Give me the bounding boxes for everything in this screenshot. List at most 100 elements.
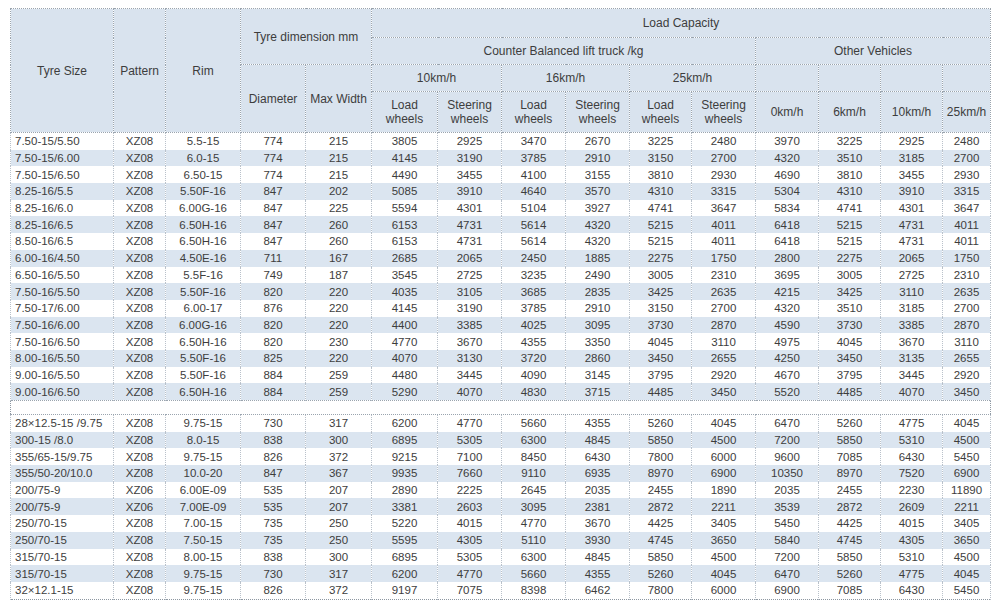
table-row: 8.25-16/6.0XZ086.00G-1684722555944301510… [11,200,991,217]
cell-tyre-size: 8.00-16/5.50 [11,350,114,367]
cell-tyre-size: 7.50-15/6.50 [11,166,114,183]
cell-load-wheels-10: 5595 [372,532,438,549]
cell-other-0kmh: 4320 [756,300,819,317]
cell-other-25kmh: 4011 [943,216,991,233]
cell-max-width: 259 [306,367,372,384]
cell-pattern: XZ06 [114,482,166,499]
cell-max-width: 372 [306,582,372,599]
cell-load-wheels-10: 5220 [372,515,438,532]
cell-load-wheels-25: 3730 [630,317,692,334]
cell-load-wheels-16: 5110 [502,532,566,549]
cell-steering-wheels-25: 4045 [692,565,756,582]
cell-other-10kmh: 4070 [881,383,943,400]
cell-other-6kmh: 4741 [819,200,881,217]
cell-load-wheels-16: 5614 [502,216,566,233]
table-row: 300-15 /8.0XZ088.0-158383006895530563004… [11,432,991,449]
cell-other-10kmh: 4015 [881,515,943,532]
cell-steering-wheels-16: 2670 [566,133,630,150]
cell-other-0kmh: 5304 [756,183,819,200]
cell-tyre-size: 355/65-15/9.75 [11,448,114,465]
table-row: 7.50-15/6.00XZ086.0-15774215414531903785… [11,150,991,167]
cell-steering-wheels-25: 6000 [692,448,756,465]
cell-diameter: 820 [241,283,306,300]
cell-steering-wheels-10: 7100 [438,448,502,465]
section-gap-cell [11,401,991,415]
cell-load-wheels-10: 6153 [372,216,438,233]
cell-pattern: XZ08 [114,565,166,582]
cell-steering-wheels-10: 2603 [438,498,502,515]
cell-steering-wheels-25: 3650 [692,532,756,549]
cell-rim: 9.75-15 [166,582,241,599]
table-row: 9.00-16/5.50XZ085.50F-168842594480344540… [11,367,991,384]
cell-tyre-size: 7.50-17/6.00 [11,300,114,317]
cell-load-wheels-25: 4310 [630,183,692,200]
cell-load-wheels-10: 4770 [372,333,438,350]
col-header-other-25kmh: 25km/h [943,92,991,133]
cell-other-10kmh: 7520 [881,465,943,482]
cell-steering-wheels-25: 4500 [692,549,756,566]
cell-load-wheels-10: 6895 [372,549,438,566]
cell-diameter: 876 [241,300,306,317]
cell-rim: 10.0-20 [166,465,241,482]
cell-max-width: 220 [306,283,372,300]
cell-load-wheels-16: 2645 [502,482,566,499]
cell-other-25kmh: 5450 [943,448,991,465]
cell-load-wheels-10: 6200 [372,565,438,582]
cell-steering-wheels-10: 3190 [438,300,502,317]
cell-pattern: XZ08 [114,300,166,317]
col-header-steering-wheels-16: Steering wheels [566,92,630,133]
cell-steering-wheels-16: 3155 [566,166,630,183]
cell-pattern: XZ08 [114,133,166,150]
cell-rim: 9.75-15 [166,448,241,465]
table-row: 6.00-16/4.50XZ084.50E-167111672685206524… [11,250,991,267]
cell-max-width: 215 [306,133,372,150]
cell-pattern: XZ08 [114,166,166,183]
cell-other-25kmh: 1750 [943,250,991,267]
cell-pattern: XZ08 [114,333,166,350]
cell-other-6kmh: 3510 [819,150,881,167]
table-row: 9.00-16/6.50XZ086.50H-168842595290407048… [11,383,991,400]
cell-rim: 7.00-15 [166,515,241,532]
cell-rim: 7.00E-09 [166,498,241,515]
cell-diameter: 838 [241,432,306,449]
cell-other-0kmh: 3539 [756,498,819,515]
cell-load-wheels-25: 3810 [630,166,692,183]
cell-pattern: XZ08 [114,465,166,482]
cell-rim: 6.00G-16 [166,200,241,217]
cell-load-wheels-16: 4770 [502,515,566,532]
cell-steering-wheels-10: 2725 [438,267,502,284]
cell-load-wheels-25: 5850 [630,549,692,566]
cell-other-25kmh: 4500 [943,549,991,566]
cell-steering-wheels-16: 3715 [566,383,630,400]
cell-other-6kmh: 5850 [819,432,881,449]
cell-other-6kmh: 3425 [819,283,881,300]
cell-other-10kmh: 3135 [881,350,943,367]
cell-load-wheels-16: 3470 [502,133,566,150]
cell-steering-wheels-10: 4731 [438,233,502,250]
cell-rim: 5.50F-16 [166,350,241,367]
cell-pattern: XZ08 [114,216,166,233]
cell-other-10kmh: 2725 [881,267,943,284]
cell-other-6kmh: 4425 [819,515,881,532]
table-row: 7.50-17/6.00XZ086.00-1787622041453190378… [11,300,991,317]
cell-steering-wheels-16: 6935 [566,465,630,482]
cell-max-width: 187 [306,267,372,284]
cell-other-25kmh: 4045 [943,565,991,582]
cell-load-wheels-25: 4485 [630,383,692,400]
cell-steering-wheels-25: 2655 [692,350,756,367]
cell-max-width: 260 [306,233,372,250]
cell-rim: 6.0-15 [166,150,241,167]
cell-other-25kmh: 3650 [943,532,991,549]
cell-tyre-size: 9.00-16/5.50 [11,367,114,384]
cell-load-wheels-25: 4745 [630,532,692,549]
cell-steering-wheels-25: 3315 [692,183,756,200]
cell-load-wheels-10: 3805 [372,133,438,150]
cell-rim: 8.00-15 [166,549,241,566]
cell-pattern: XZ08 [114,432,166,449]
cell-other-10kmh: 3185 [881,300,943,317]
table-row: 32×12.1-15XZ089.75-158263729197707583986… [11,582,991,599]
cell-steering-wheels-10: 5305 [438,549,502,566]
other-vehicles-spacer-cell [881,65,943,92]
table-row: 8.00-16/5.50XZ085.50F-168252204070313037… [11,350,991,367]
cell-other-10kmh: 4301 [881,200,943,217]
